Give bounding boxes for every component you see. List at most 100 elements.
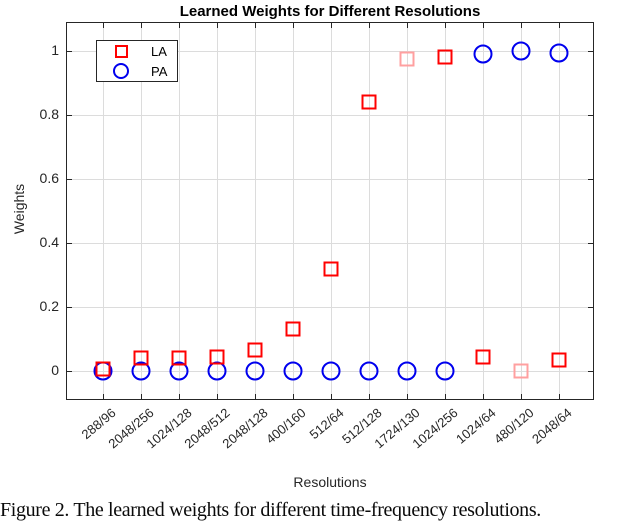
- legend-marker-box: [113, 44, 129, 58]
- la-marker: [247, 342, 263, 358]
- la-marker: [133, 350, 149, 366]
- y-tick-label: 0.4: [39, 234, 59, 250]
- pa-marker: [397, 361, 417, 381]
- pa-circle-icon: [113, 63, 129, 79]
- x-tick-bottom: [445, 394, 446, 399]
- gridline-vertical: [141, 23, 142, 399]
- gridline-vertical: [103, 23, 104, 399]
- gridline-vertical: [179, 23, 180, 399]
- la-marker: [209, 349, 225, 365]
- x-tick-label: 480/120: [490, 405, 537, 447]
- la-marker: [285, 321, 301, 337]
- y-tick-left: [67, 51, 72, 52]
- la-marker: [323, 261, 339, 277]
- x-tick-label: 1024/64: [452, 405, 499, 447]
- la-marker: [95, 361, 111, 377]
- pa-marker: [511, 41, 531, 61]
- x-tick-bottom: [293, 394, 294, 399]
- x-tick-label: 2048/64: [528, 405, 575, 447]
- pa-marker: [169, 361, 189, 381]
- y-tick-label: 1: [51, 42, 59, 58]
- x-tick-bottom: [141, 394, 142, 399]
- gridline-horizontal: [67, 243, 593, 244]
- y-tick-label: 0: [51, 362, 59, 378]
- y-tick-left: [67, 179, 72, 180]
- legend-label-la: LA: [151, 43, 167, 59]
- x-tick-bottom: [103, 394, 104, 399]
- gridline-vertical: [255, 23, 256, 399]
- x-tick-top: [445, 23, 446, 28]
- la-square-icon: [114, 44, 128, 58]
- y-tick-right: [588, 51, 593, 52]
- gridline-horizontal: [67, 115, 593, 116]
- pa-marker: [207, 361, 227, 381]
- y-axis-label: Weights: [11, 183, 27, 235]
- y-tick-right: [588, 179, 593, 180]
- la-marker: [399, 51, 415, 67]
- figure-caption: Figure 2. The learned weights for differ…: [0, 499, 541, 521]
- x-tick-top: [293, 23, 294, 28]
- la-marker: [171, 350, 187, 366]
- x-tick-bottom: [407, 394, 408, 399]
- gridline-vertical: [293, 23, 294, 399]
- gridline-vertical: [407, 23, 408, 399]
- legend-marker-box: [113, 63, 129, 79]
- chart-region: Learned Weights for Different Resolution…: [11, 3, 594, 490]
- x-tick-top: [179, 23, 180, 28]
- y-tick-label: 0.8: [39, 106, 59, 122]
- y-tick-label: 0.6: [39, 170, 59, 186]
- gridline-horizontal: [67, 307, 593, 308]
- pa-marker: [321, 361, 341, 381]
- y-tick-right: [588, 243, 593, 244]
- gridline-vertical: [445, 23, 446, 399]
- x-tick-top: [255, 23, 256, 28]
- x-tick-bottom: [559, 394, 560, 399]
- pa-marker: [131, 361, 151, 381]
- x-axis-label: Resolutions: [293, 474, 367, 490]
- x-tick-top: [407, 23, 408, 28]
- legend-row-la: LA: [97, 41, 177, 61]
- pa-marker: [245, 361, 265, 381]
- y-tick-left: [67, 243, 72, 244]
- x-tick-bottom: [521, 394, 522, 399]
- plot-area: LA PA: [66, 22, 594, 400]
- gridline-vertical: [369, 23, 370, 399]
- gridline-horizontal: [67, 51, 593, 52]
- gridline-vertical: [217, 23, 218, 399]
- gridline-vertical: [331, 23, 332, 399]
- x-tick-top: [521, 23, 522, 28]
- la-marker: [475, 349, 491, 365]
- y-tick-right: [588, 307, 593, 308]
- x-tick-top: [369, 23, 370, 28]
- pa-marker: [435, 361, 455, 381]
- x-tick-top: [141, 23, 142, 28]
- gridline-vertical: [483, 23, 484, 399]
- y-tick-right: [588, 371, 593, 372]
- legend-label-pa: PA: [151, 63, 168, 79]
- legend: LA PA: [96, 40, 178, 82]
- y-tick-right: [588, 115, 593, 116]
- y-tick-left: [67, 115, 72, 116]
- gridline-horizontal: [67, 179, 593, 180]
- pa-marker: [359, 361, 379, 381]
- y-tick-left: [67, 307, 72, 308]
- gridline-vertical: [559, 23, 560, 399]
- x-tick-top: [559, 23, 560, 28]
- pa-marker: [473, 44, 493, 64]
- pa-marker: [283, 361, 303, 381]
- y-tick-label: 0.2: [39, 298, 59, 314]
- x-tick-top: [331, 23, 332, 28]
- la-marker: [361, 94, 377, 110]
- chart-title: Learned Weights for Different Resolution…: [179, 3, 481, 20]
- x-tick-top: [103, 23, 104, 28]
- la-marker: [551, 352, 567, 368]
- x-tick-bottom: [369, 394, 370, 399]
- x-tick-label: 400/160: [262, 405, 309, 447]
- la-marker: [437, 49, 453, 65]
- y-tick-left: [67, 371, 72, 372]
- x-tick-bottom: [255, 394, 256, 399]
- x-tick-bottom: [331, 394, 332, 399]
- x-tick-bottom: [217, 394, 218, 399]
- x-tick-top: [217, 23, 218, 28]
